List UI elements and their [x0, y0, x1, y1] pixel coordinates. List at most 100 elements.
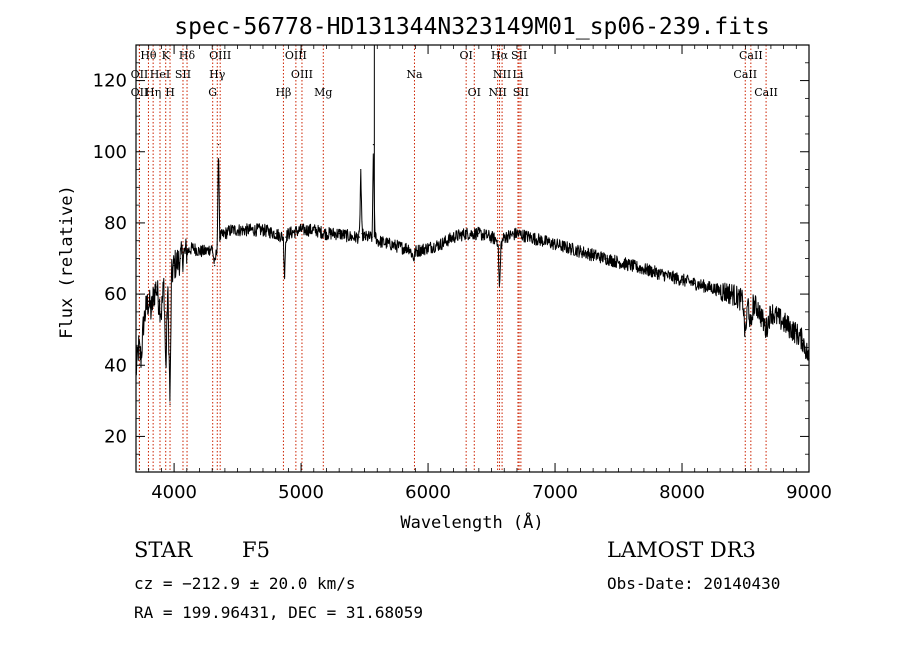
data-point [516, 232, 518, 235]
data-point [681, 279, 683, 281]
data-point [153, 293, 155, 295]
data-point [219, 236, 221, 238]
x-tick-label: 5000 [278, 482, 324, 503]
data-point [216, 243, 218, 245]
y-tick-label: 100 [93, 142, 127, 163]
data-point [163, 282, 165, 285]
line-label: Na [406, 68, 423, 81]
line-label: H [165, 86, 175, 99]
line-label: Hβ [275, 86, 291, 99]
data-point [217, 144, 220, 146]
data-point [478, 232, 480, 235]
data-point [143, 321, 145, 324]
y-tick-label: 40 [104, 355, 127, 376]
x-axis-label: Wavelength (Å) [400, 511, 543, 533]
data-point [497, 240, 499, 242]
data-point [770, 311, 772, 313]
data-point [325, 232, 328, 235]
data-point [389, 243, 391, 245]
line-label: OII [131, 68, 149, 81]
data-point [155, 286, 157, 288]
data-point [783, 321, 785, 324]
data-point [236, 229, 239, 231]
coordinates: RA = 199.96431, DEC = 31.68059 [134, 603, 423, 622]
y-tick-label: 20 [104, 426, 127, 447]
line-label: OII [131, 86, 149, 99]
line-label: G [208, 86, 217, 99]
series-group [135, 45, 810, 405]
axis-ticks: 4000 5000 6000 7000 8000 9000 20 40 60 80 100 120 [93, 44, 832, 503]
data-point [465, 232, 467, 235]
line-label: CaII [739, 49, 763, 62]
line-label: Li [513, 68, 524, 81]
line-label: K [162, 49, 171, 62]
data-point [668, 275, 670, 277]
data-point [605, 257, 607, 260]
data-point [440, 243, 442, 245]
data-point [160, 311, 162, 313]
line-label: CaII [754, 86, 778, 99]
data-point [158, 300, 160, 302]
chart-title: spec-56778-HD131344N323149M01_sp06-239.f… [174, 14, 769, 40]
data-point [630, 265, 632, 267]
data-point [351, 236, 353, 238]
line-label: OI [468, 86, 481, 99]
data-point [503, 236, 505, 238]
data-point [148, 300, 150, 302]
data-point [579, 250, 582, 252]
data-point [275, 232, 277, 235]
x-tick-label: 7000 [532, 482, 578, 503]
object-type: STAR [134, 538, 193, 562]
line-label: OIII [291, 68, 313, 81]
line-label: OI [459, 49, 472, 62]
data-point [170, 275, 173, 277]
data-point [414, 250, 416, 252]
data-point [554, 243, 556, 245]
data-point [224, 232, 226, 235]
redshift-value: cz = −212.9 ± 20.0 km/s [134, 574, 356, 593]
line-label: Hα [491, 49, 509, 62]
data-point [287, 232, 289, 235]
data-point [802, 339, 804, 341]
data-point [490, 236, 493, 238]
data-point [211, 247, 213, 249]
data-point [452, 236, 455, 238]
line-label: SII [513, 86, 529, 99]
line-label: Hη [145, 86, 161, 99]
data-point [643, 268, 645, 270]
data-point [750, 329, 752, 331]
y-axis-label: Flux (relative) [57, 185, 77, 339]
data-point [529, 236, 531, 238]
data-point [361, 232, 363, 235]
line-label: OIII [209, 49, 231, 62]
observation-date: Obs-Date: 20140430 [607, 574, 781, 593]
y-tick-label: 60 [104, 284, 127, 305]
data-point [363, 236, 366, 238]
data-point [283, 275, 286, 277]
data-point [358, 236, 361, 238]
x-tick-label: 6000 [405, 482, 451, 503]
line-label: Hθ [140, 49, 157, 62]
data-point [282, 236, 284, 238]
data-point [719, 289, 721, 292]
data-point [249, 229, 251, 231]
data-point [744, 336, 746, 338]
data-point [765, 329, 767, 331]
line-markers [138, 45, 767, 472]
data-point [413, 257, 415, 260]
data-point [140, 357, 142, 359]
data-point [262, 229, 264, 231]
data-point [706, 286, 709, 288]
data-point [795, 332, 797, 334]
line-label: CaII [733, 68, 757, 81]
line-label: OIII [285, 49, 307, 62]
data-point [173, 265, 175, 267]
plot-frame [135, 44, 810, 473]
data-point [427, 247, 429, 249]
data-point [300, 229, 302, 231]
data-point [145, 307, 147, 309]
survey-name: LAMOST DR3 [607, 538, 756, 562]
data-point [360, 168, 362, 171]
data-point [230, 229, 232, 231]
